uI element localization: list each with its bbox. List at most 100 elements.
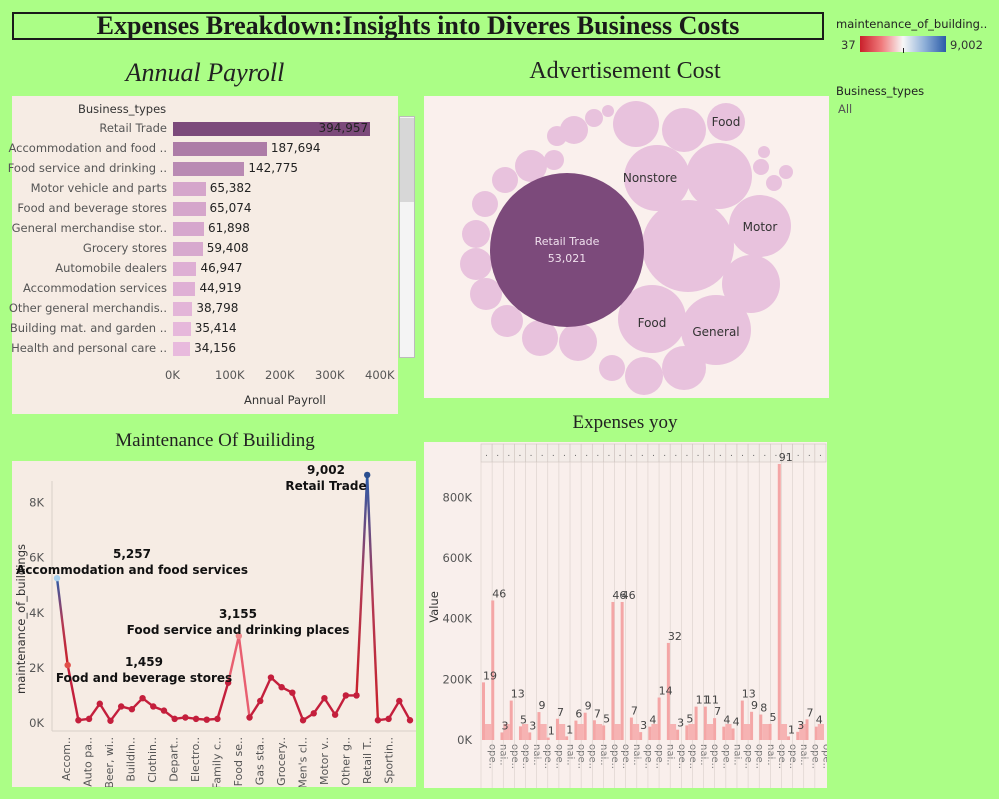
maintenance-line-segment — [66, 664, 80, 721]
maintenance-point[interactable] — [64, 661, 71, 669]
yoy-bar[interactable] — [491, 600, 495, 740]
maintenance-annotation-label: Retail Trade — [285, 479, 366, 493]
yoy-bar[interactable] — [537, 712, 541, 740]
yoy-bar[interactable] — [620, 601, 624, 740]
yoy-bar[interactable] — [518, 726, 522, 740]
maintenance-point[interactable] — [235, 632, 243, 640]
yoy-bar[interactable] — [814, 726, 818, 740]
yoy-bar[interactable] — [602, 725, 606, 740]
yoy-bar[interactable] — [574, 720, 578, 740]
payroll-bar[interactable] — [173, 162, 245, 176]
yoy-bar[interactable] — [592, 720, 596, 740]
yoy-bar[interactable] — [555, 718, 559, 740]
yoy-bar[interactable] — [648, 726, 652, 740]
payroll-bar[interactable] — [173, 222, 204, 236]
yoy-bar[interactable] — [629, 717, 633, 740]
maintenance-point[interactable] — [128, 706, 136, 713]
yoy-bar[interactable] — [722, 726, 726, 740]
payroll-bar[interactable] — [173, 122, 371, 136]
yoy-bar[interactable] — [482, 682, 485, 740]
yoy-bar[interactable] — [703, 706, 707, 740]
yoy-bar[interactable] — [509, 700, 513, 740]
yoy-bar[interactable] — [713, 718, 717, 740]
color-legend-title: maintenance_of_building.. — [836, 17, 988, 31]
yoy-column-header — [814, 443, 827, 463]
maintenance-point[interactable] — [310, 710, 317, 717]
maintenance-point[interactable] — [107, 717, 114, 724]
payroll-bar[interactable] — [173, 262, 197, 276]
yoy-bar[interactable] — [796, 731, 800, 740]
yoy-bar[interactable] — [731, 728, 735, 740]
maintenance-point[interactable] — [246, 714, 253, 721]
payroll-bar-value: 34,156 — [194, 341, 237, 355]
maintenance-point[interactable] — [75, 717, 82, 724]
maintenance-point[interactable] — [150, 703, 157, 710]
yoy-bar[interactable] — [805, 719, 809, 740]
payroll-bar[interactable] — [173, 182, 206, 196]
maintenance-point[interactable] — [353, 692, 360, 699]
yoy-bar[interactable] — [750, 711, 754, 740]
payroll-bar[interactable] — [173, 322, 191, 336]
maintenance-point[interactable] — [214, 715, 221, 723]
yoy-bar-label: 4 — [816, 714, 823, 727]
bubble — [642, 200, 734, 292]
maintenance-point[interactable] — [289, 689, 296, 696]
maintenance-point[interactable] — [224, 679, 232, 686]
yoy-bar[interactable] — [528, 732, 532, 740]
maintenance-point[interactable] — [182, 714, 189, 721]
yoy-bar[interactable] — [777, 463, 781, 740]
yoy-column-header-dot: . — [552, 449, 555, 459]
yoy-bar[interactable] — [694, 706, 698, 740]
yoy-bar[interactable] — [500, 732, 504, 740]
yoy-bar-label: 5 — [770, 711, 777, 724]
yoy-bar[interactable] — [639, 732, 643, 740]
maintenance-line-segment — [291, 692, 305, 721]
payroll-bar[interactable] — [173, 282, 196, 296]
yoy-bar-label: 7 — [714, 705, 721, 718]
yoy-bar[interactable] — [685, 725, 689, 740]
yoy-bar[interactable] — [565, 736, 569, 740]
maintenance-point[interactable] — [342, 692, 350, 699]
maintenance-point[interactable] — [267, 674, 275, 681]
maintenance-point[interactable] — [321, 695, 328, 702]
yoy-bar[interactable] — [657, 697, 661, 740]
maintenance-point[interactable] — [171, 715, 178, 723]
maintenance-annotation-value: 3,155 — [219, 607, 257, 621]
yoy-bar[interactable] — [768, 723, 772, 740]
maintenance-point[interactable] — [203, 716, 210, 723]
payroll-bar[interactable] — [173, 342, 191, 356]
maintenance-point[interactable] — [192, 715, 200, 723]
filter-value-dropdown[interactable]: All — [838, 102, 853, 116]
yoy-bar[interactable] — [546, 737, 550, 740]
payroll-bar[interactable] — [173, 142, 267, 156]
yoy-bar-label: 5 — [520, 713, 527, 726]
payroll-bar[interactable] — [173, 202, 206, 216]
payroll-scrollbar-thumb[interactable] — [400, 118, 414, 202]
maintenance-point[interactable] — [96, 700, 103, 707]
maintenance-point[interactable] — [85, 715, 93, 723]
maintenance-point[interactable] — [364, 471, 371, 479]
bubble — [624, 145, 690, 211]
maintenance-point[interactable] — [160, 707, 168, 714]
yoy-y-tick: 800K — [443, 490, 473, 504]
maintenance-point[interactable] — [406, 717, 414, 724]
yoy-bar[interactable] — [611, 601, 615, 740]
maintenance-point[interactable] — [385, 715, 392, 723]
maintenance-point[interactable] — [299, 717, 307, 724]
payroll-bar[interactable] — [173, 302, 193, 316]
maintenance-point[interactable] — [257, 697, 264, 705]
maintenance-point[interactable] — [396, 697, 403, 705]
payroll-bar[interactable] — [173, 242, 203, 256]
maintenance-point[interactable] — [139, 695, 146, 702]
yoy-bar[interactable] — [787, 736, 791, 740]
yoy-bar[interactable] — [583, 712, 587, 740]
maintenance-point[interactable] — [53, 574, 61, 582]
yoy-bar[interactable] — [740, 700, 744, 740]
maintenance-point[interactable] — [331, 711, 339, 718]
maintenance-point[interactable] — [117, 703, 125, 710]
yoy-bar[interactable] — [759, 714, 763, 740]
yoy-bar[interactable] — [676, 729, 680, 740]
maintenance-point[interactable] — [278, 683, 285, 691]
maintenance-point[interactable] — [374, 717, 382, 724]
yoy-bar[interactable] — [666, 642, 670, 740]
